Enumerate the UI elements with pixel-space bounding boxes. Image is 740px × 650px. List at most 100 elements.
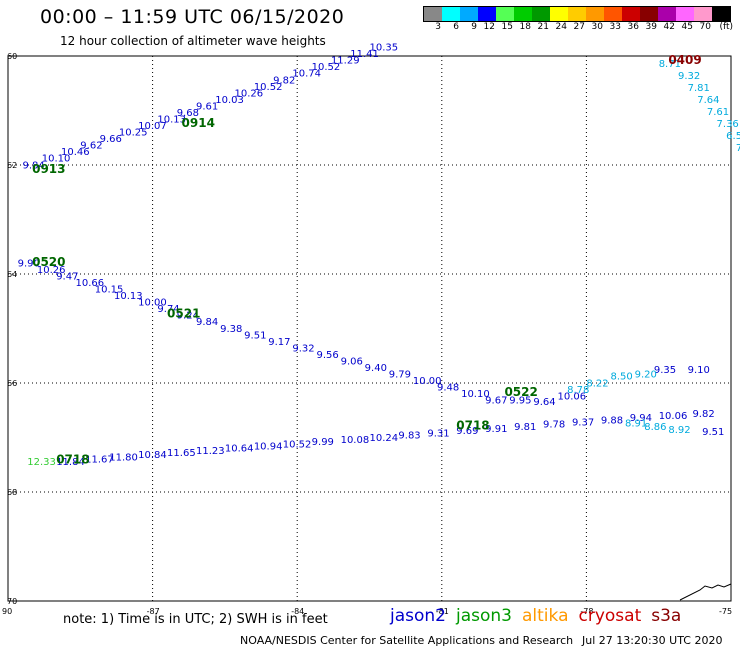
swh-label: 10.13 bbox=[114, 291, 143, 302]
legend-swatch bbox=[568, 7, 586, 21]
swh-label: 10.06 bbox=[557, 391, 586, 402]
swh-label: 7.64 bbox=[697, 95, 719, 106]
swh-label: 10.26 bbox=[37, 265, 66, 276]
satellite-name: s3a bbox=[651, 606, 682, 626]
swh-label: 10.00 bbox=[138, 298, 167, 309]
swh-label: 9.94 bbox=[630, 413, 652, 424]
altimeter-tracks: 9.8410.1010.469.629.6610.2510.0710.139.6… bbox=[18, 43, 740, 468]
swh-label: 7.81 bbox=[688, 83, 710, 94]
legend-swatch bbox=[694, 7, 712, 21]
swh-label: 10.94 bbox=[254, 441, 283, 452]
swh-label: 9.83 bbox=[398, 431, 420, 442]
swh-label: 9.32 bbox=[292, 343, 314, 354]
lat-tick-label: 60 bbox=[7, 52, 17, 61]
legend-label: 39 bbox=[645, 22, 657, 32]
legend-swatch bbox=[424, 7, 442, 21]
swh-label: 10.08 bbox=[341, 435, 370, 446]
swh-label: 9.95 bbox=[509, 396, 531, 407]
swh-label: 9.20 bbox=[635, 370, 657, 381]
pass-time-label: 0718 bbox=[456, 418, 489, 432]
legend-swatch bbox=[442, 7, 460, 21]
lon-tick-label: -78 bbox=[580, 607, 593, 616]
swh-label: 9.10 bbox=[688, 365, 710, 376]
legend-label: 15 bbox=[501, 22, 513, 32]
legend-label: 42 bbox=[663, 22, 675, 32]
axis-labels: 90 -87 -84 -81 -78 -75 60 62 64 66 68 70 bbox=[2, 52, 732, 616]
swh-label: 8.71 bbox=[659, 59, 681, 70]
credit-date: Jul 27 13:20:30 UTC 2020 bbox=[582, 634, 723, 647]
legend-label: 3 bbox=[435, 22, 441, 32]
lon-tick-label: -81 bbox=[436, 607, 449, 616]
swh-label: 10.64 bbox=[225, 444, 254, 455]
swh-label: 10.52 bbox=[312, 62, 341, 73]
legend-swatch bbox=[640, 7, 658, 21]
swh-label: 9.90 bbox=[18, 258, 40, 269]
swh-label: 11.29 bbox=[331, 56, 360, 67]
legend-swatch bbox=[712, 7, 730, 21]
satellite-name: cryosat bbox=[578, 606, 642, 626]
swh-label: 9.40 bbox=[365, 363, 387, 374]
swh-label: 8.50 bbox=[611, 372, 633, 383]
legend-swatch bbox=[586, 7, 604, 21]
swh-label: 8.92 bbox=[668, 425, 690, 436]
lon-tick-label: -75 bbox=[719, 607, 732, 616]
satellite-name: jason2 bbox=[390, 606, 446, 626]
pass-time-label: 0718 bbox=[56, 453, 89, 467]
lat-tick-label: 62 bbox=[7, 161, 17, 170]
map-grid bbox=[8, 56, 731, 601]
swh-label: 11.41 bbox=[350, 49, 379, 60]
swh-label: 9.82 bbox=[692, 409, 714, 420]
lat-tick-label: 66 bbox=[7, 379, 17, 388]
swh-label: 8.22 bbox=[586, 378, 608, 389]
swh-label: 10.46 bbox=[61, 147, 90, 158]
legend-label: 9 bbox=[471, 22, 477, 32]
swh-label: 11.23 bbox=[196, 446, 225, 457]
pass-time-label: 0521 bbox=[167, 307, 200, 321]
swh-label: 10.13 bbox=[157, 114, 186, 125]
lon-tick-label: -87 bbox=[147, 607, 160, 616]
satellite-legend: jason2 jason3 altika cryosat s3a bbox=[390, 606, 691, 626]
swh-label: 9.82 bbox=[273, 75, 295, 86]
swh-label: 10.52 bbox=[283, 439, 312, 450]
swh-label: 10.06 bbox=[659, 411, 688, 422]
swh-label: 9.61 bbox=[196, 101, 218, 112]
swh-label: 11.67 bbox=[85, 455, 114, 466]
swh-label: 10.35 bbox=[370, 43, 399, 54]
swh-label: 9.99 bbox=[312, 437, 334, 448]
pass-time-label: 0914 bbox=[182, 116, 215, 130]
swh-label: 10.84 bbox=[138, 450, 167, 461]
swh-label: 10.66 bbox=[75, 278, 104, 289]
lat-tick-label: 64 bbox=[7, 270, 17, 279]
swh-label: 8.91 bbox=[625, 419, 647, 430]
legend-label: 27 bbox=[573, 22, 585, 32]
swh-label: 9.47 bbox=[56, 271, 78, 282]
legend-swatch bbox=[514, 7, 532, 21]
legend-label: 36 bbox=[627, 22, 639, 32]
pass-labels: 0913 0914 0520 0521 0522 0718 0718 0409 bbox=[32, 53, 702, 466]
page-title: 00:00 – 11:59 UTC 06/15/2020 bbox=[40, 6, 345, 28]
legend-swatch bbox=[532, 7, 550, 21]
legend-label: 70 bbox=[699, 22, 711, 32]
legend-label: 24 bbox=[555, 22, 567, 32]
lat-tick-label: 68 bbox=[7, 488, 17, 497]
swh-label: 8.86 bbox=[644, 422, 666, 433]
legend-label: 30 bbox=[591, 22, 603, 32]
legend-label: (ft) bbox=[719, 22, 733, 32]
legend-label: 21 bbox=[537, 22, 549, 32]
swh-label: 9.51 bbox=[702, 427, 724, 438]
swh-label: 9.37 bbox=[572, 418, 594, 429]
swh-label: 9.69 bbox=[456, 426, 478, 437]
swh-label: 9.88 bbox=[601, 415, 623, 426]
legend-swatch bbox=[622, 7, 640, 21]
swh-label: 10.24 bbox=[370, 433, 399, 444]
swh-label: 10.07 bbox=[138, 121, 167, 132]
swh-label: 9.51 bbox=[244, 330, 266, 341]
swh-label: 9.74 bbox=[157, 304, 179, 315]
coastline bbox=[679, 583, 732, 601]
swh-label: 10.26 bbox=[235, 88, 264, 99]
swh-label: 10.10 bbox=[461, 389, 490, 400]
pass-time-label: 0913 bbox=[32, 162, 65, 176]
swh-label: 9.06 bbox=[341, 356, 363, 367]
legend-swatch bbox=[460, 7, 478, 21]
swh-label: 9.91 bbox=[485, 424, 507, 435]
